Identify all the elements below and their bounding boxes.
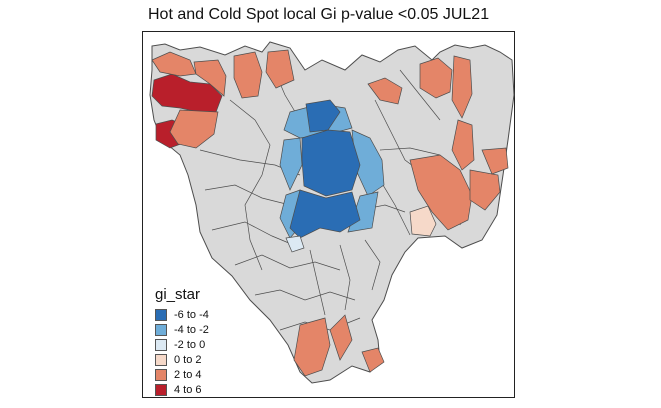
- legend-swatch: [155, 308, 167, 321]
- legend-label: 4 to 6: [174, 383, 202, 396]
- legend-label: 0 to 2: [174, 353, 202, 366]
- legend-title: gi_star: [155, 286, 201, 303]
- legend-item: 2 to 4: [155, 367, 209, 382]
- legend-item: -6 to -4: [155, 307, 209, 322]
- legend-item: -2 to 0: [155, 337, 209, 352]
- legend-label: -2 to 0: [174, 338, 206, 351]
- legend-swatch: [155, 323, 167, 336]
- hotspots-2-to-4: [151, 49, 509, 377]
- legend-swatch: [155, 383, 167, 396]
- legend-item: -4 to -2: [155, 322, 209, 337]
- map-legend: gi_star -6 to -4 -4 to -2 -2 to 0 0 to 2…: [155, 286, 209, 397]
- map-title: Hot and Cold Spot local Gi p-value <0.05…: [148, 6, 490, 23]
- legend-label: 2 to 4: [174, 368, 202, 381]
- hotspot-0-to-2: [409, 205, 437, 237]
- coldspots-minus6-to-minus4: [289, 99, 361, 239]
- coldspot-minus2-to-0: [285, 235, 305, 253]
- legend-label: -4 to -2: [174, 323, 209, 336]
- legend-swatch: [155, 338, 167, 351]
- legend-label: -6 to -4: [174, 308, 209, 321]
- legend-swatch: [155, 368, 167, 381]
- legend-item: 4 to 6: [155, 382, 209, 397]
- legend-swatch: [155, 353, 167, 366]
- legend-item: 0 to 2: [155, 352, 209, 367]
